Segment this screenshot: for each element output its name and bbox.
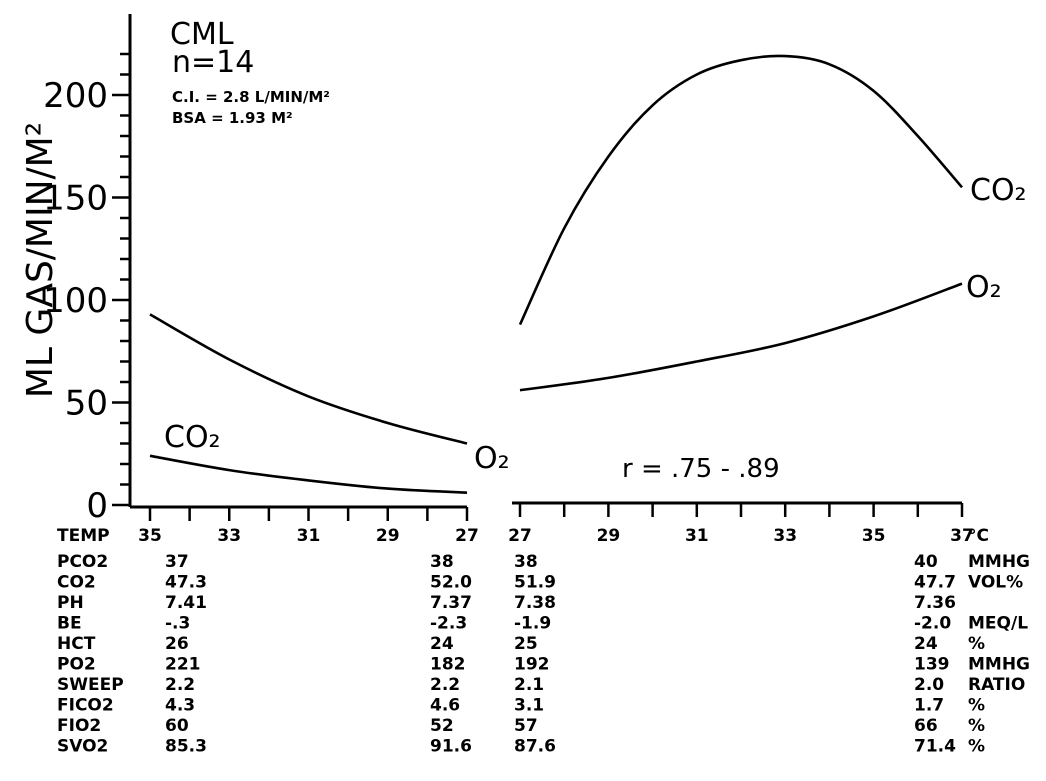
table-cell-unit: % <box>968 737 985 757</box>
table-cell-v4: -2.0 <box>914 614 951 634</box>
table-cell-v2: 7.37 <box>430 593 472 613</box>
table-cell-v4: 24 <box>914 634 938 654</box>
table-cell-v3: 7.38 <box>514 593 556 613</box>
table-cell-label: SVO2 <box>57 737 108 757</box>
ci-annotation: C.I. = 2.8 L/MIN/M² <box>172 88 330 106</box>
y-tick-label: 50 <box>65 384 108 424</box>
table-cell-unit: % <box>968 634 985 654</box>
table-cell-v4: 71.4 <box>914 737 956 757</box>
series-line-rewarming-0 <box>518 54 963 326</box>
x-tick-label: 29 <box>597 526 621 546</box>
table-cell-label: FICO2 <box>57 696 114 716</box>
y-ticks: 0 50 100 150 200 <box>43 52 130 526</box>
table-cell-label: PCO2 <box>57 552 108 572</box>
table-cell-unit: RATIO <box>968 675 1025 695</box>
series-label: CO₂ <box>164 420 221 455</box>
x-tick-label: 29 <box>376 526 400 546</box>
data-table: TEMP PCO2 37 38 38 40 MMHG CO2 47.3 52.0 51.9 47.7 V… <box>57 526 1030 757</box>
table-cell-label: PO2 <box>57 655 96 675</box>
table-cell-label: HCT <box>57 634 96 654</box>
bsa-annotation: BSA = 1.93 M² <box>172 109 293 127</box>
x-tick-label: 27 <box>455 526 479 546</box>
table-cell-v2: 2.2 <box>430 675 460 695</box>
table-cell-v3: 87.6 <box>514 737 556 757</box>
table-cell-v1: 26 <box>165 634 189 654</box>
table-cell-v3: 57 <box>514 716 538 736</box>
table-cell-v1: 60 <box>165 716 189 736</box>
series-label: O₂ <box>966 270 1002 305</box>
table-cell-v2: -2.3 <box>430 614 467 634</box>
table-cell-v2: 4.6 <box>430 696 460 716</box>
table-cell-v2: 52.0 <box>430 573 472 593</box>
table-cell-v1: -.3 <box>165 614 190 634</box>
table-cell-v4: 47.7 <box>914 573 956 593</box>
table-cell-label: SWEEP <box>57 675 124 695</box>
table-cell-v3: 2.1 <box>514 675 544 695</box>
table-cell-v3: 51.9 <box>514 573 556 593</box>
table-cell-v3: -1.9 <box>514 614 551 634</box>
y-tick-label: 200 <box>43 76 108 116</box>
table-cell-v3: 192 <box>514 655 550 675</box>
table-cell-v1: 221 <box>165 655 201 675</box>
y-axis-label: ML GAS/MIN/M² <box>20 122 61 398</box>
table-cell-label: FIO2 <box>57 716 101 736</box>
table-cell-v3: 38 <box>514 552 538 572</box>
table-cell-v4: 7.36 <box>914 593 956 613</box>
table-cell-v1: 37 <box>165 552 189 572</box>
x-tick-label: 35 <box>138 526 162 546</box>
table-cell-unit: MMHG <box>968 655 1030 675</box>
table-cell-label: CO2 <box>57 573 96 593</box>
x-tick-label: 33 <box>217 526 241 546</box>
table-cell-v3: 25 <box>514 634 538 654</box>
table-cell-unit: MEQ/L <box>968 614 1028 634</box>
series-line-cooling-1 <box>149 454 468 494</box>
table-cell-v4: 40 <box>914 552 938 572</box>
table-header-label: TEMP <box>57 526 110 546</box>
x-tick-label: 31 <box>685 526 709 546</box>
table-cell-unit: MMHG <box>968 552 1030 572</box>
table-cell-v2: 38 <box>430 552 454 572</box>
table-cell-label: BE <box>57 614 82 634</box>
table-cell-unit: VOL% <box>968 573 1023 593</box>
table-cell-v1: 85.3 <box>165 737 207 757</box>
table-cell-v1: 7.41 <box>165 593 207 613</box>
table-cell-v2: 24 <box>430 634 454 654</box>
table-cell-v4: 2.0 <box>914 675 944 695</box>
y-tick-label: 0 <box>86 486 108 526</box>
table-cell-v2: 182 <box>430 655 466 675</box>
x-unit-label: °C <box>968 526 989 546</box>
table-cell-v4: 139 <box>914 655 950 675</box>
table-cell-v2: 52 <box>430 716 454 736</box>
series-labels: O₂ CO₂ CO₂ O₂ <box>164 173 1027 476</box>
x-tick-label: 35 <box>862 526 886 546</box>
x-tick-label: 33 <box>773 526 797 546</box>
x-tick-label: 31 <box>297 526 321 546</box>
table-cell-v2: 91.6 <box>430 737 472 757</box>
table-cell-v1: 4.3 <box>165 696 195 716</box>
y-tick-label: 150 <box>43 179 108 219</box>
table-cell-v4: 1.7 <box>914 696 944 716</box>
table-cell-v1: 47.3 <box>165 573 207 593</box>
table-cell-unit: % <box>968 716 985 736</box>
series-label: CO₂ <box>970 173 1027 208</box>
x-ticks: 35 33 31 29 27 27 29 31 33 35 37°C <box>138 503 989 546</box>
x-tick-label: 27 <box>508 526 532 546</box>
series-label: O₂ <box>474 441 510 476</box>
r-annotation: r = .75 - .89 <box>622 454 780 484</box>
x-tick-label: 37 <box>950 526 974 546</box>
table-cell-v3: 3.1 <box>514 696 544 716</box>
table-cell-unit: % <box>968 696 985 716</box>
curves <box>149 54 963 494</box>
table-cell-v4: 66 <box>914 716 938 736</box>
table-cell-label: PH <box>57 593 84 613</box>
chart-subtitle: n=14 <box>172 45 254 80</box>
series-line-rewarming-1 <box>519 282 963 392</box>
chart-title: CML <box>170 17 234 52</box>
y-tick-label: 100 <box>43 281 108 321</box>
table-cell-v1: 2.2 <box>165 675 195 695</box>
series-line-cooling-0 <box>149 313 468 445</box>
